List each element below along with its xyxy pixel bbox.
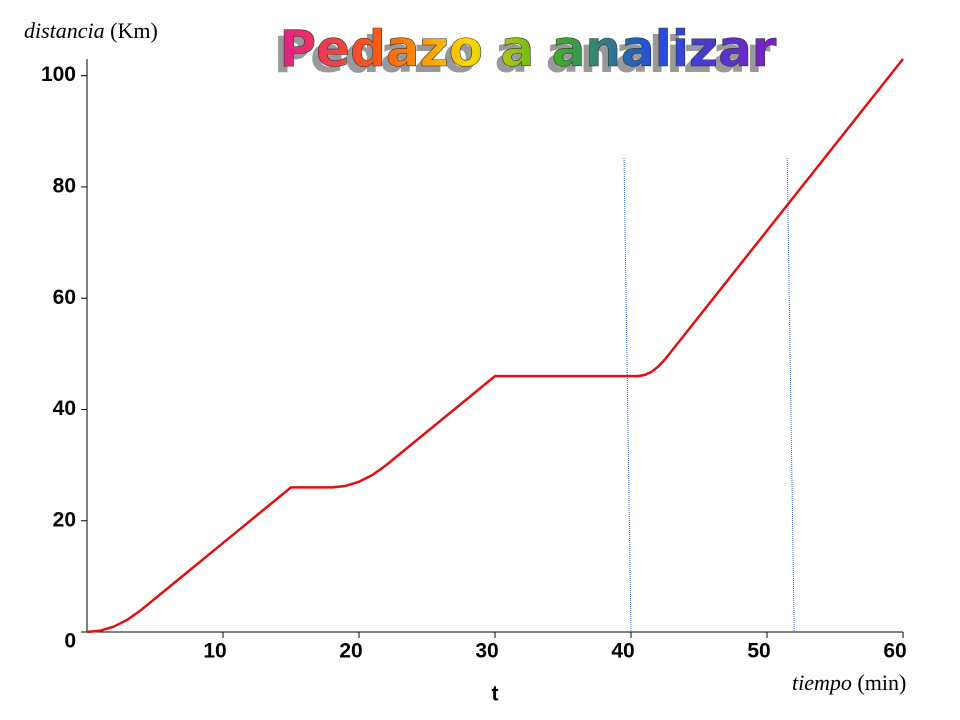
data-line bbox=[86, 58, 904, 634]
x-variable: t bbox=[492, 683, 499, 706]
y-tick-label: 100 bbox=[41, 63, 76, 86]
x-tick-label: 40 bbox=[611, 640, 634, 663]
x-tick-label: 50 bbox=[747, 640, 770, 663]
x-tick-label: 60 bbox=[883, 640, 906, 663]
y-tick-label: 60 bbox=[53, 286, 76, 309]
y-unit: (Km) bbox=[110, 18, 158, 43]
y-label: distancia bbox=[24, 18, 105, 43]
x-unit: (min) bbox=[857, 670, 906, 695]
marker-line bbox=[786, 157, 795, 633]
y-tick-label: 20 bbox=[53, 508, 76, 531]
chart-title: Pedazo a analizar bbox=[280, 20, 777, 78]
y-tick-label: 40 bbox=[53, 397, 76, 420]
title-shadow: Pedazo a analizar bbox=[274, 26, 771, 84]
x-tick-label: 10 bbox=[203, 640, 226, 663]
marker-line bbox=[623, 157, 632, 633]
x-tick-label: 20 bbox=[339, 640, 362, 663]
y-tick-label: 0 bbox=[64, 630, 76, 653]
x-label: tiempo bbox=[792, 670, 852, 695]
x-tick-label: 30 bbox=[475, 640, 498, 663]
y-tick-label: 80 bbox=[53, 174, 76, 197]
y-axis-label: distancia (Km) bbox=[24, 18, 158, 43]
x-axis-label: tiempo (min) bbox=[792, 670, 906, 695]
